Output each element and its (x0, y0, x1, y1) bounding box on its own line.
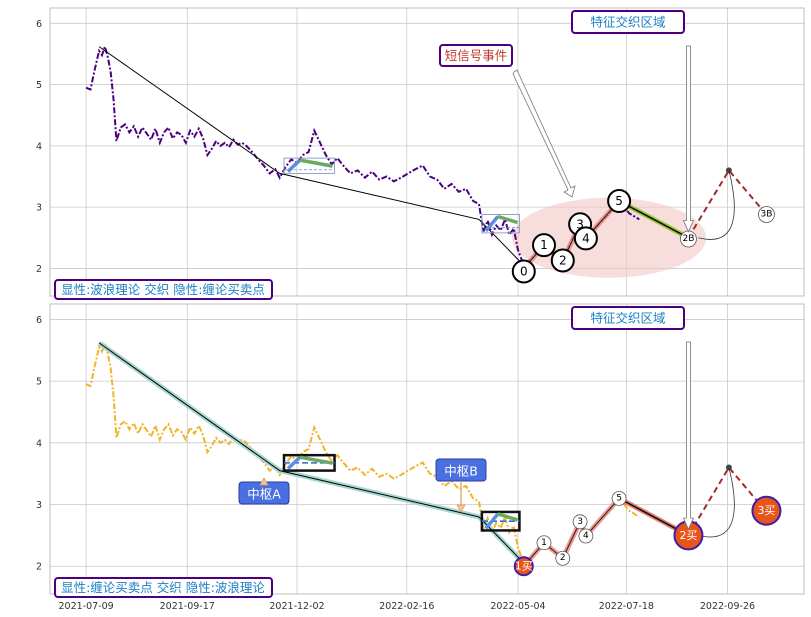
y-tick-label: 5 (36, 80, 42, 91)
pivot_a-up-stroke (286, 455, 302, 470)
feature-zone-label: 特征交织区域 (590, 15, 665, 30)
pivot_b-box (481, 214, 520, 234)
pivot_b-down-stroke (497, 214, 518, 225)
pivot_b-down-stroke (497, 512, 518, 522)
pivot_b-up-stroke (484, 512, 500, 530)
wave-label: 3 (576, 217, 584, 231)
feature-zone-frame (571, 10, 685, 34)
legend-text: 显性:波浪理论 交织 隐性:缠论买卖点 (61, 282, 265, 297)
y-tick-label: 2 (36, 562, 42, 573)
wave-label-circle (550, 248, 575, 273)
short-signal-frame (439, 44, 513, 67)
wave-label: 0 (520, 264, 528, 278)
wave-label-circle (511, 259, 536, 284)
wave-label-circle (611, 490, 627, 506)
feature-zone-frame (571, 306, 685, 330)
y-tick-label: 3 (36, 500, 42, 511)
y-tick-label: 6 (36, 19, 42, 30)
x-tick-label: 2021-07-09 (59, 601, 114, 612)
feature-zone-arrow (682, 341, 695, 531)
buy-point-label: 1买 (515, 560, 533, 573)
wave-label-circle (555, 550, 571, 566)
wave-label-circle (532, 233, 556, 258)
x-tick-label: 2021-12-02 (269, 601, 324, 612)
pivot_a-label-arrowhead (259, 477, 269, 486)
feature-zone-label: 特征交织区域 (590, 311, 665, 326)
short-signal-arrow (512, 69, 576, 198)
wave-label-circle (536, 535, 552, 551)
trend-line (98, 46, 525, 266)
legend-frame (54, 577, 273, 598)
wave-label: 3 (577, 517, 583, 527)
y-tick-label: 4 (36, 438, 42, 449)
panel-legend-box: 显性:缠论买卖点 交织 隐性:波浪理论 (54, 577, 273, 598)
wave-label-circle (607, 189, 632, 214)
x-tick-label: 2022-02-16 (379, 601, 434, 612)
legend-frame (54, 279, 273, 300)
x-tick-label: 2022-05-04 (490, 601, 545, 612)
wave-label: 5 (615, 194, 623, 208)
buy-point-label: 2买 (679, 529, 697, 542)
wave-label: 2 (560, 553, 566, 563)
x-tick-label: 2021-09-17 (160, 601, 215, 612)
wave-label: 4 (582, 231, 590, 245)
pivot_a-down-stroke (299, 158, 333, 168)
price-line (85, 43, 640, 268)
projection-arc (698, 170, 735, 240)
buy-point-marker (513, 556, 534, 577)
pivot_a-box (283, 157, 336, 174)
y-tick-label: 5 (36, 377, 42, 388)
buy-point-marker (751, 495, 782, 526)
trend-line (98, 342, 525, 564)
legend-text: 显性:缠论买卖点 交织 隐性:波浪理论 (61, 580, 265, 595)
x-tick-label: 2022-09-26 (700, 601, 755, 612)
wave-path-c-line (618, 200, 689, 239)
pivot_b-label: 中枢B (444, 464, 478, 479)
buy-point-label: 3买 (757, 504, 775, 517)
pivot_a-label: 中枢A (247, 487, 281, 502)
wave-label-circle (573, 226, 598, 251)
feature-zone-arrow (682, 45, 695, 233)
wave-label: 1 (540, 238, 548, 252)
y-tick-label: 3 (36, 203, 42, 214)
wave-label: 4 (583, 531, 589, 541)
wave-label: 3B (760, 210, 772, 220)
plot-frame (49, 7, 805, 297)
pivot_b-up-stroke (484, 215, 500, 233)
projection-arc (698, 467, 735, 538)
plot-frame (49, 303, 805, 595)
pivot_b-label-arrowhead (456, 504, 466, 513)
wave-label-circle (578, 528, 594, 544)
x-tick-label: 2022-07-18 (599, 601, 654, 612)
wave-label: 1 (541, 538, 547, 548)
wave-label: 2 (559, 253, 567, 267)
pivot_a-down-stroke (299, 455, 333, 465)
wave-label: 5 (616, 493, 622, 503)
wave-label-circle (758, 206, 775, 223)
plot-area (50, 304, 804, 594)
short-signal-label: 短信号事件 (445, 48, 508, 63)
y-tick-label: 2 (36, 264, 42, 275)
pivot_a-up-stroke (286, 158, 302, 173)
wave-label-circle (572, 514, 588, 530)
panel-legend-box: 显性:波浪理论 交织 隐性:缠论买卖点 (54, 279, 273, 300)
y-tick-label: 4 (36, 141, 42, 152)
y-tick-label: 6 (36, 315, 42, 326)
wave-label: 2B (682, 234, 694, 244)
